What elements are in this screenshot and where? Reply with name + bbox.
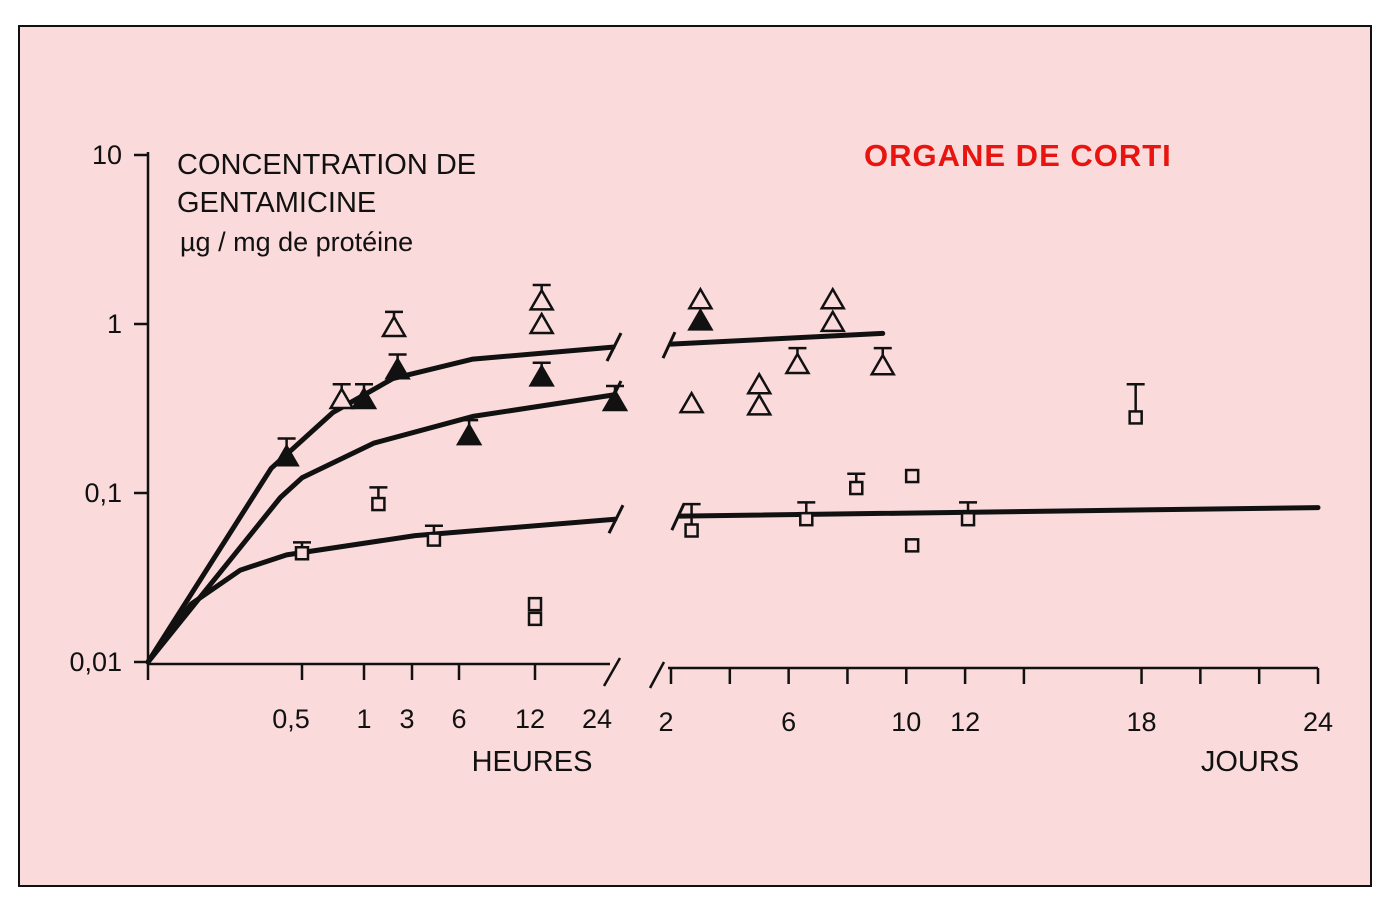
data-point-filled-triangle [528, 363, 555, 387]
data-point-open-triangle [819, 309, 846, 333]
data-point-open-triangle [819, 286, 846, 310]
data-point-open-triangle [328, 386, 355, 410]
fit-curve [145, 392, 616, 665]
data-point-open-square [799, 511, 814, 527]
curve-break-mark [670, 503, 686, 531]
data-point-open-square [904, 538, 920, 553]
data-point-filled-triangle [601, 388, 629, 412]
data-point-open-square [527, 611, 543, 627]
data-point-open-square [426, 532, 442, 547]
axis-break-mark [602, 657, 622, 687]
curve-break-mark [605, 332, 623, 362]
data-point-open-square [904, 468, 920, 484]
y-tick-label: 10 [92, 140, 122, 170]
data-point-filled-triangle [273, 443, 300, 467]
data-point-open-square [527, 596, 543, 612]
data-point-open-triangle [746, 371, 773, 395]
x-axis-label-hours: HEURES [472, 746, 593, 778]
data-point-open-square [294, 546, 310, 561]
x-tick-label: 12 [950, 707, 980, 737]
data-point-open-square [849, 480, 864, 496]
x-tick-label: 12 [515, 704, 545, 734]
x-axis-label-days: JOURS [1201, 746, 1299, 778]
y-axis-label-line-1: CONCENTRATION DE [177, 149, 476, 181]
data-point-open-triangle [380, 314, 408, 338]
x-tick-label: 10 [891, 707, 921, 737]
data-point-open-triangle [784, 351, 811, 375]
x-tick-label: 2 [658, 707, 673, 737]
x-tick-label: 1 [356, 704, 371, 734]
data-point-open-square [1128, 410, 1143, 425]
x-tick-label: 18 [1127, 707, 1157, 737]
y-axis-label-line-3: µg / mg de protéine [180, 227, 413, 257]
chart-frame [18, 25, 1372, 887]
data-point-filled-triangle [687, 307, 714, 331]
y-axis-label-line-2: GENTAMICINE [177, 187, 376, 219]
data-point-open-square [960, 511, 976, 527]
y-tick-label: 1 [107, 309, 122, 339]
x-tick-label: 3 [399, 704, 414, 734]
data-point-filled-triangle [455, 422, 483, 446]
curve-break-mark [607, 504, 625, 534]
y-tick-label: 0,1 [84, 478, 122, 508]
curve-break-mark [661, 331, 677, 359]
data-point-open-triangle [528, 311, 555, 335]
x-tick-label: 24 [582, 704, 612, 734]
data-point-open-square [684, 523, 699, 538]
data-point-open-triangle [678, 390, 705, 414]
y-tick-label: 0,01 [69, 647, 122, 677]
fit-curve [145, 516, 618, 665]
chart-title: ORGANE DE CORTI [864, 138, 1172, 173]
fit-curve [677, 505, 1321, 519]
x-tick-label: 6 [781, 707, 796, 737]
x-tick-label: 0,5 [272, 704, 310, 734]
data-point-open-triangle [528, 287, 555, 311]
data-point-open-square [371, 496, 386, 512]
x-tick-label: 6 [451, 704, 466, 734]
axis-break-mark [648, 661, 666, 689]
x-tick-label: 24 [1303, 707, 1333, 737]
data-point-filled-triangle [384, 356, 411, 380]
fit-curve [668, 330, 886, 347]
data-point-filled-triangle [350, 386, 378, 410]
data-point-open-triangle [687, 286, 714, 310]
data-point-open-triangle [869, 352, 896, 376]
data-point-open-triangle [746, 392, 773, 416]
